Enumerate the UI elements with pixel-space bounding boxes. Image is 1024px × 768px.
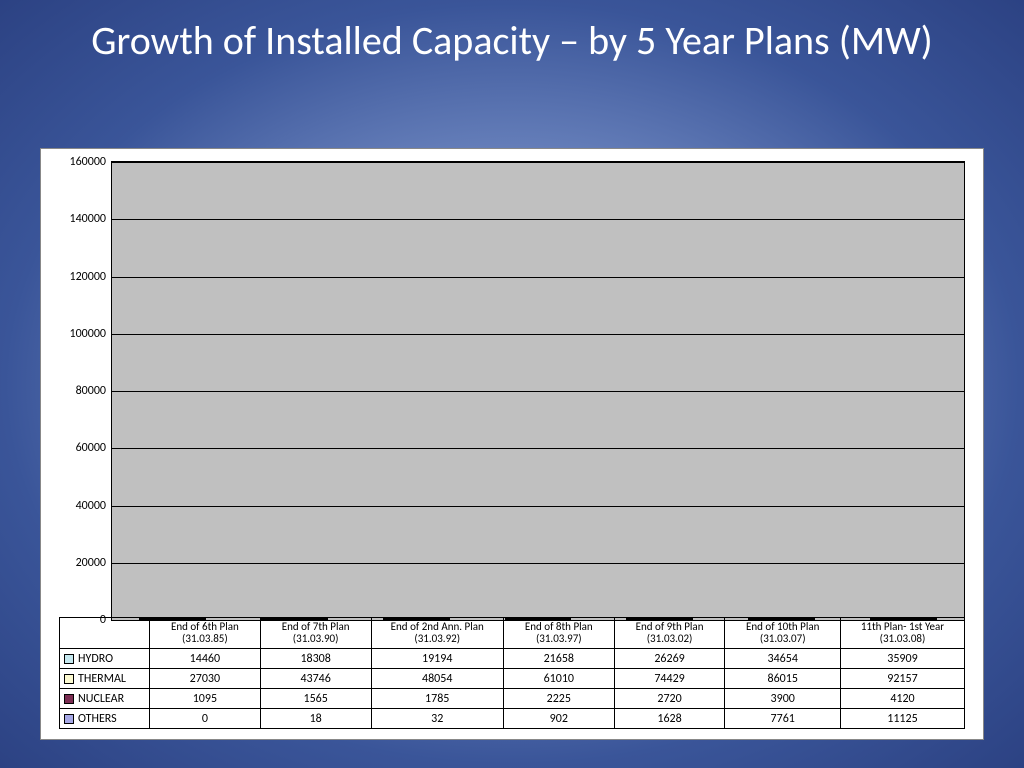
category-header: End of 2nd Ann. Plan (31.03.92) (371, 617, 503, 648)
data-cell: 11125 (840, 709, 964, 729)
data-cell: 32 (371, 709, 503, 729)
category-header: 11th Plan- 1st Year (31.03.08) (840, 617, 964, 648)
data-cell: 18308 (260, 649, 371, 669)
table-corner (60, 617, 150, 648)
category-header: End of 6th Plan (31.03.85) (150, 617, 261, 648)
data-table: End of 6th Plan (31.03.85)End of 7th Pla… (59, 617, 965, 729)
category-header: End of 8th Plan (31.03.97) (503, 617, 614, 648)
gridline (112, 277, 964, 278)
row-header-thermal: THERMAL (60, 669, 150, 689)
data-cell: 26269 (614, 649, 725, 669)
data-cell: 4120 (840, 689, 964, 709)
table-row: OTHERS 018329021628776111125 (60, 709, 965, 729)
y-tick-label: 40000 (76, 499, 106, 513)
data-cell: 14460 (150, 649, 261, 669)
data-cell: 35909 (840, 649, 964, 669)
data-cell: 43746 (260, 669, 371, 689)
series-name: OTHERS (78, 712, 117, 726)
legend-swatch (64, 714, 74, 724)
chart-panel: 0 20000 40000 60000 80000 100000 120000 140000 1… (40, 148, 984, 740)
data-cell: 61010 (503, 669, 614, 689)
category-header: End of 9th Plan (31.03.02) (614, 617, 725, 648)
row-header-hydro: HYDRO (60, 649, 150, 669)
gridline (112, 334, 964, 335)
data-cell: 2720 (614, 689, 725, 709)
data-cell: 1785 (371, 689, 503, 709)
data-cell: 92157 (840, 669, 964, 689)
series-name: HYDRO (78, 652, 113, 666)
data-cell: 7761 (725, 709, 841, 729)
y-tick-label: 120000 (70, 270, 107, 284)
legend-swatch (64, 694, 74, 704)
series-name: THERMAL (78, 672, 126, 686)
y-tick-label: 60000 (76, 441, 106, 455)
data-cell: 902 (503, 709, 614, 729)
slide: Growth of Installed Capacity – by 5 Year… (0, 0, 1024, 768)
data-cell: 74429 (614, 669, 725, 689)
y-tick-label: 20000 (76, 556, 106, 570)
data-cell: 0 (150, 709, 261, 729)
gridline (112, 219, 964, 220)
gridline (112, 162, 964, 163)
table-row: HYDRO 14460183081919421658262693465435909 (60, 649, 965, 669)
row-header-others: OTHERS (60, 709, 150, 729)
gridline (112, 506, 964, 507)
data-cell: 3900 (725, 689, 841, 709)
data-cell: 1565 (260, 689, 371, 709)
data-cell: 21658 (503, 649, 614, 669)
y-tick-label: 140000 (70, 212, 107, 226)
gridline (112, 391, 964, 392)
series-name: NUCLEAR (78, 692, 124, 706)
category-header: End of 10th Plan (31.03.07) (725, 617, 841, 648)
y-tick-label: 80000 (76, 384, 106, 398)
row-header-nuclear: NUCLEAR (60, 689, 150, 709)
data-cell: 2225 (503, 689, 614, 709)
data-cell: 48054 (371, 669, 503, 689)
table-row: NUCLEAR 1095156517852225272039004120 (60, 689, 965, 709)
page-title: Growth of Installed Capacity – by 5 Year… (0, 0, 1024, 64)
y-tick-label: 160000 (70, 155, 107, 169)
category-header: End of 7th Plan (31.03.90) (260, 617, 371, 648)
data-cell: 18 (260, 709, 371, 729)
data-cell: 27030 (150, 669, 261, 689)
data-cell: 19194 (371, 649, 503, 669)
y-tick-label: 100000 (70, 327, 107, 341)
data-cell: 86015 (725, 669, 841, 689)
data-cell: 1095 (150, 689, 261, 709)
data-cell: 34654 (725, 649, 841, 669)
table-row: THERMAL 270304374648054610107442986015921… (60, 669, 965, 689)
legend-swatch (64, 674, 74, 684)
plot-area: 0200004000060000800001000001200001400001… (111, 161, 965, 621)
data-cell: 1628 (614, 709, 725, 729)
gridline (112, 563, 964, 564)
legend-swatch (64, 654, 74, 664)
gridline (112, 448, 964, 449)
